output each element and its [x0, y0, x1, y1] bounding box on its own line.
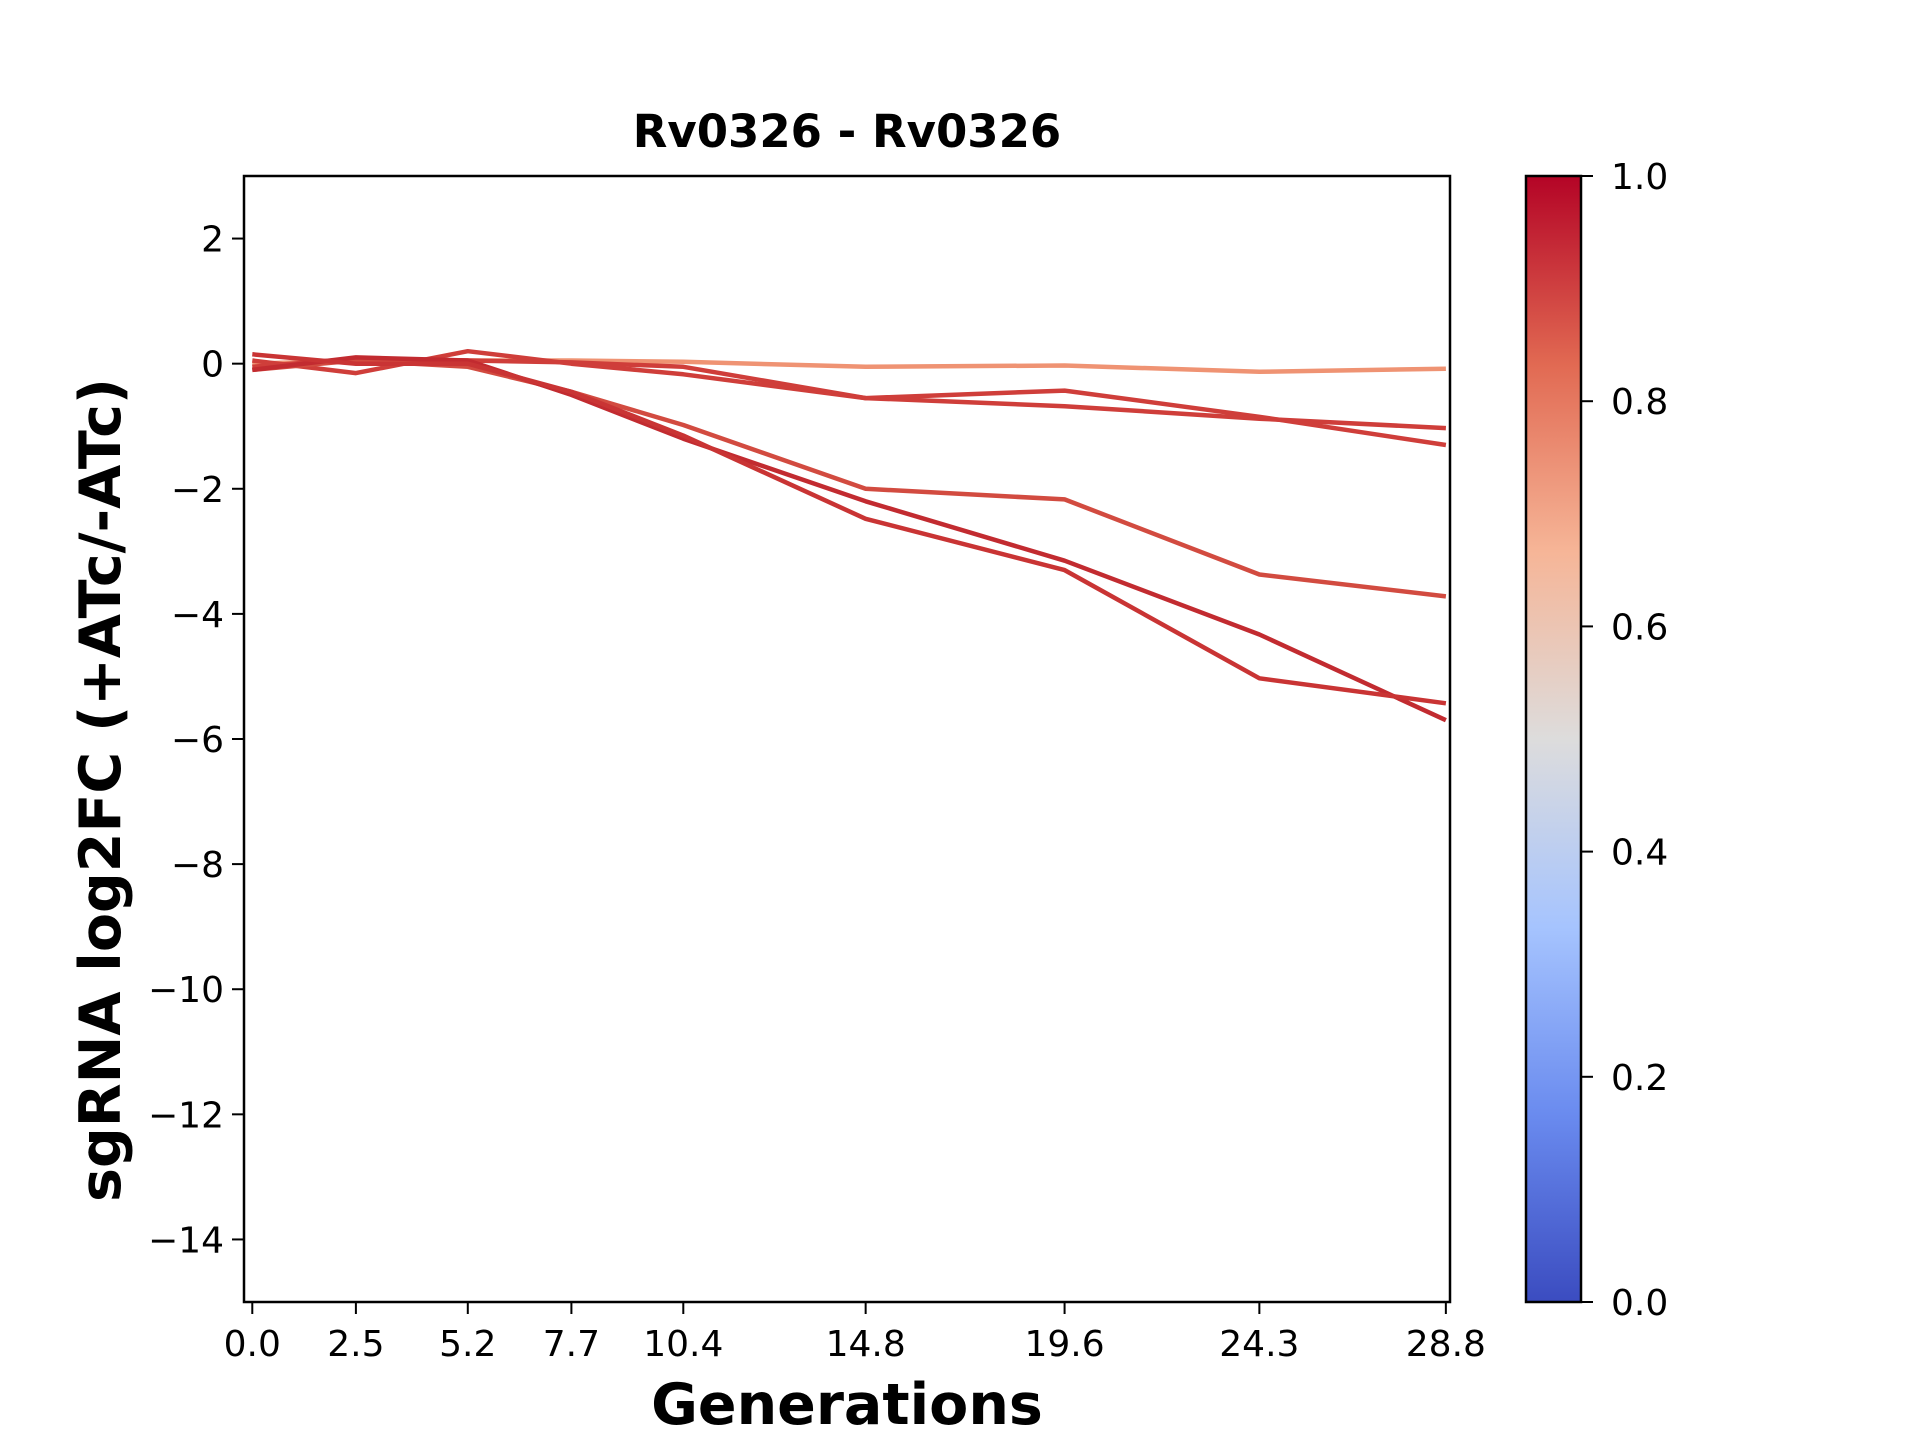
x-tick-label: 19.6	[1024, 1324, 1104, 1365]
colorbar-tick-label: 0.8	[1611, 382, 1668, 423]
colorbar-gradient	[1526, 176, 1581, 1302]
chart-title: Rv0326 - Rv0326	[633, 105, 1061, 158]
y-tick-label: −12	[148, 1095, 224, 1136]
y-tick-label: −2	[171, 470, 224, 511]
series-line-6	[252, 352, 1447, 706]
y-tick-label: 0	[201, 345, 224, 386]
colorbar-ticks: 0.0 0.2 0.4 0.6 0.8 1.0	[1581, 157, 1668, 1324]
x-tick-label: 28.8	[1406, 1324, 1486, 1365]
y-tick-label: −4	[171, 595, 224, 636]
colorbar-tick-label: 0.0	[1611, 1283, 1668, 1324]
x-axis-ticks: 0.0 2.5 5.2 7.7 10.4 14.8 19.6 24.3 28.8	[224, 1302, 1486, 1365]
y-tick-label: −6	[171, 720, 224, 761]
series-line-3	[252, 356, 1447, 431]
series-line-5	[252, 355, 1447, 723]
colorbar-frame	[1524, 174, 1583, 1304]
x-tick-label: 7.7	[543, 1324, 600, 1365]
y-axis-label: sgRNA log2FC (+ATc/-ATc)	[68, 378, 134, 1202]
series-group	[252, 348, 1447, 723]
y-axis-ticks: 2 0 −2 −4 −6 −8 −10 −12 −14	[148, 220, 244, 1261]
y-tick-label: −8	[171, 845, 224, 886]
x-tick-label: 0.0	[224, 1324, 281, 1365]
x-tick-label: 2.5	[327, 1324, 384, 1365]
colorbar-tick-label: 0.6	[1611, 607, 1668, 648]
plot-area	[242, 174, 1452, 1304]
y-tick-label: −10	[148, 970, 224, 1011]
x-tick-label: 14.8	[826, 1324, 906, 1365]
colorbar: 0.0 0.2 0.4 0.6 0.8 1.0	[1524, 157, 1668, 1324]
colorbar-tick-label: 1.0	[1611, 157, 1668, 198]
y-tick-label: 2	[201, 220, 224, 261]
x-tick-label: 5.2	[439, 1324, 496, 1365]
x-tick-label: 24.3	[1219, 1324, 1299, 1365]
x-axis-label: Generations	[651, 1372, 1043, 1438]
y-tick-label: −14	[148, 1220, 224, 1261]
colorbar-tick-label: 0.4	[1611, 833, 1668, 874]
x-tick-label: 10.4	[643, 1324, 723, 1365]
plot-frame	[242, 174, 1452, 1304]
colorbar-tick-label: 0.2	[1611, 1058, 1668, 1099]
